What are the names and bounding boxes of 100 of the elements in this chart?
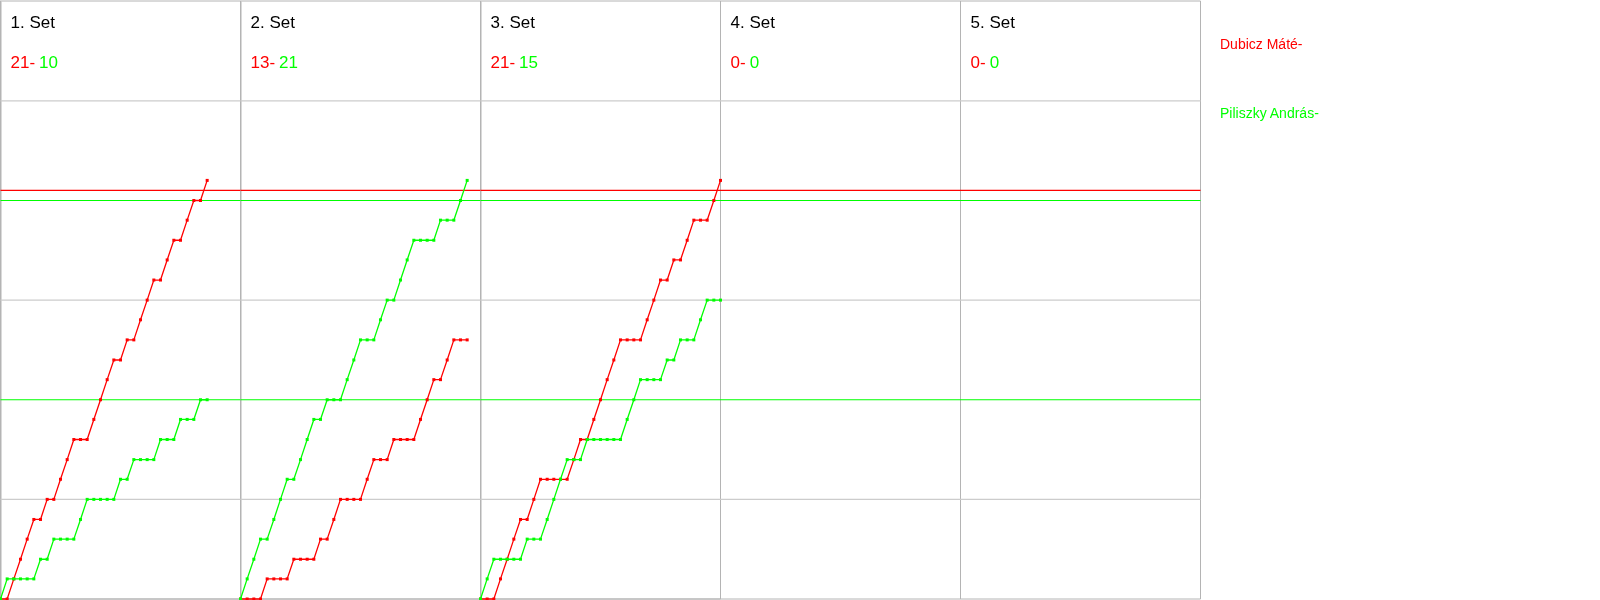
point: [99, 398, 102, 402]
point: [132, 458, 136, 462]
point: [72, 537, 76, 541]
point: [452, 218, 456, 222]
point: [145, 298, 149, 302]
point: [445, 218, 449, 222]
point: [465, 178, 469, 182]
point: [332, 517, 336, 521]
point: [119, 477, 122, 481]
point: [405, 258, 409, 262]
point: [652, 298, 656, 302]
point: [359, 338, 362, 342]
point: [265, 537, 269, 541]
point: [705, 298, 709, 302]
point: [52, 497, 56, 501]
point: [5, 577, 9, 581]
point: [439, 218, 442, 222]
point: [65, 458, 69, 462]
point: [525, 537, 529, 541]
point: [439, 378, 442, 382]
point: [105, 497, 109, 501]
text: 0-: [730, 53, 746, 72]
point: [272, 577, 276, 581]
text: 21-: [490, 53, 516, 72]
point: [579, 458, 582, 462]
text: 0: [989, 53, 1000, 72]
point: [92, 417, 96, 421]
point: [712, 298, 716, 302]
point: [179, 238, 182, 242]
point: [512, 557, 516, 561]
point: [279, 577, 282, 581]
point: [319, 417, 322, 421]
point: [632, 338, 636, 342]
point: [679, 338, 682, 342]
point: [72, 438, 76, 442]
point: [172, 438, 176, 442]
point: [19, 577, 22, 581]
point: [192, 198, 196, 202]
point: [445, 358, 449, 362]
point: [192, 417, 196, 421]
chart-title: 3. Set: [490, 13, 536, 32]
point: [245, 577, 249, 581]
point: [305, 557, 309, 561]
point: [379, 458, 382, 462]
point: [385, 298, 389, 302]
point: [719, 178, 722, 182]
text: Piliszky András-: [1220, 105, 1320, 121]
point: [432, 238, 436, 242]
point: [452, 338, 456, 342]
point: [139, 458, 142, 462]
point: [425, 398, 429, 402]
point: [299, 458, 302, 462]
point: [45, 497, 49, 501]
point: [539, 477, 542, 481]
point: [152, 458, 156, 462]
point: [52, 537, 56, 541]
point: [372, 458, 376, 462]
point: [345, 378, 349, 382]
point: [565, 458, 569, 462]
point: [205, 398, 209, 402]
point: [619, 338, 622, 342]
point: [699, 218, 702, 222]
point: [652, 378, 656, 382]
point: [285, 577, 289, 581]
point: [685, 338, 689, 342]
point: [32, 577, 36, 581]
point: [692, 338, 696, 342]
point: [372, 338, 376, 342]
point: [612, 438, 616, 442]
text: 21-: [10, 53, 36, 72]
point: [719, 298, 722, 302]
point: [492, 557, 496, 561]
point: [392, 438, 396, 442]
point: [292, 557, 296, 561]
point: [672, 358, 676, 362]
point: [365, 477, 369, 481]
point: [112, 358, 116, 362]
point: [45, 557, 49, 561]
point: [552, 497, 556, 501]
point: [39, 517, 42, 521]
point: [59, 477, 62, 481]
point: [79, 517, 82, 521]
point: [499, 577, 502, 581]
point: [279, 497, 282, 501]
point: [99, 497, 102, 501]
point: [699, 318, 702, 322]
point: [159, 278, 162, 282]
point: [412, 238, 416, 242]
point: [352, 497, 356, 501]
point: [659, 378, 662, 382]
point: [312, 557, 316, 561]
point: [399, 278, 402, 282]
point: [645, 318, 649, 322]
point: [252, 557, 256, 561]
point: [405, 438, 409, 442]
point: [205, 178, 209, 182]
text: 0-: [970, 53, 986, 72]
point: [85, 497, 89, 501]
point: [325, 537, 329, 541]
text: 13-: [250, 53, 276, 72]
